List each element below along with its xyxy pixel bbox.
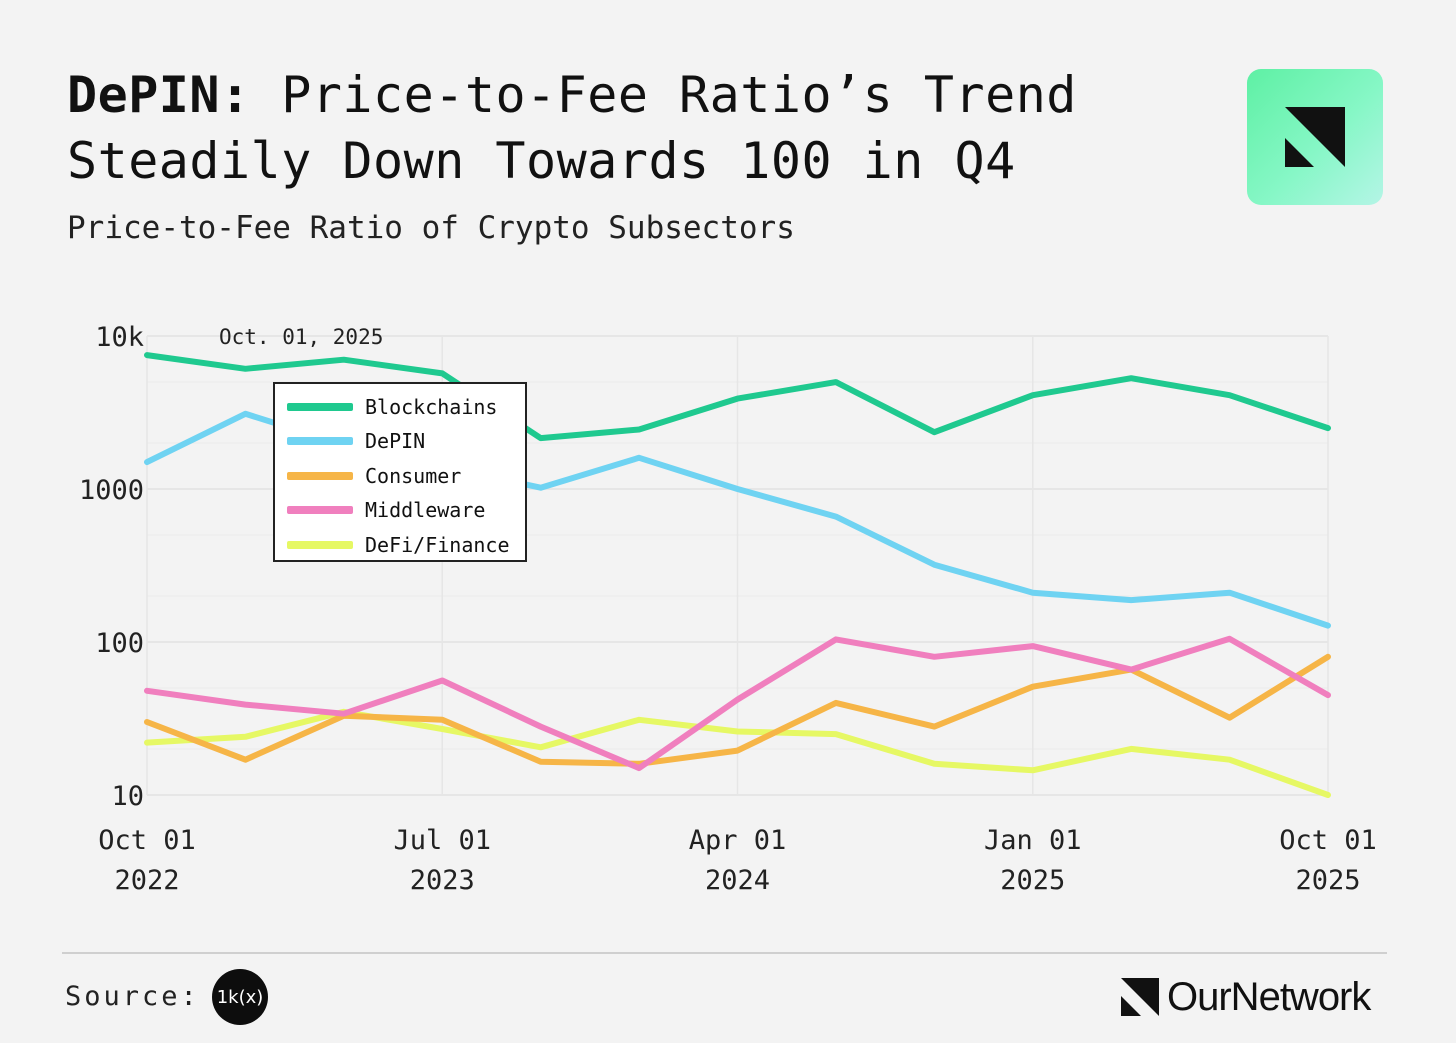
page-title: DePIN: Price-to-Fee Ratio’s Trend Steadi… (67, 62, 1187, 194)
hover-date-label: Oct. 01, 2025 (219, 325, 383, 349)
title-rest: Price-to-Fee Ratio’s Trend Steadily Down… (67, 66, 1077, 190)
legend-item-consumer: Consumer (287, 461, 523, 491)
brand-logo: OurNetwork (1121, 972, 1371, 1022)
legend-item-depin: DePIN (287, 426, 523, 456)
x-tick-label: Jul 01 2023 (393, 825, 491, 896)
x-tick-label: Oct 01 2025 (1279, 825, 1377, 896)
legend-item-blockchains: Blockchains (287, 392, 523, 422)
source-label: Source: (65, 981, 200, 1012)
legend-swatch (287, 506, 353, 514)
legend-label: Blockchains (365, 395, 498, 419)
source-badge: 1k(x) (212, 969, 268, 1025)
y-tick-label: 100 (95, 628, 144, 659)
footer-divider (62, 952, 1387, 954)
legend-swatch (287, 472, 353, 480)
x-tick-label: Apr 01 2024 (689, 825, 787, 896)
legend-label: Consumer (365, 464, 462, 488)
legend-label: DeFi/Finance (365, 533, 510, 557)
chart-legend: Blockchains DePIN Consumer Middleware De… (273, 382, 527, 562)
legend-swatch (287, 437, 353, 445)
series-line-blockchains (144, 352, 1331, 442)
ournetwork-logo-icon (1247, 69, 1383, 205)
y-tick-label: 10 (111, 781, 144, 812)
x-tick-label: Jan 01 2025 (984, 825, 1082, 896)
legend-swatch (287, 541, 353, 549)
legend-label: Middleware (365, 498, 486, 522)
legend-item-defi-finance: DeFi/Finance (287, 530, 523, 560)
brand-name: OurNetwork (1167, 974, 1371, 1019)
legend-label: DePIN (365, 429, 426, 453)
title-bold: DePIN: (67, 66, 251, 124)
ournetwork-mark-icon (1121, 978, 1159, 1016)
y-tick-label: 1000 (79, 475, 144, 506)
chart-subtitle: Price-to-Fee Ratio of Crypto Subsectors (67, 210, 795, 246)
line-chart: 10 100 1000 10k Oct 01 2022 Jul 01 2023 Apr 01 20… (79, 322, 1377, 896)
legend-item-middleware: Middleware (287, 495, 523, 525)
series-line-middleware (144, 635, 1331, 772)
x-tick-label: Oct 01 2022 (98, 825, 196, 896)
legend-swatch (287, 403, 353, 411)
y-tick-label: 10k (95, 322, 144, 353)
